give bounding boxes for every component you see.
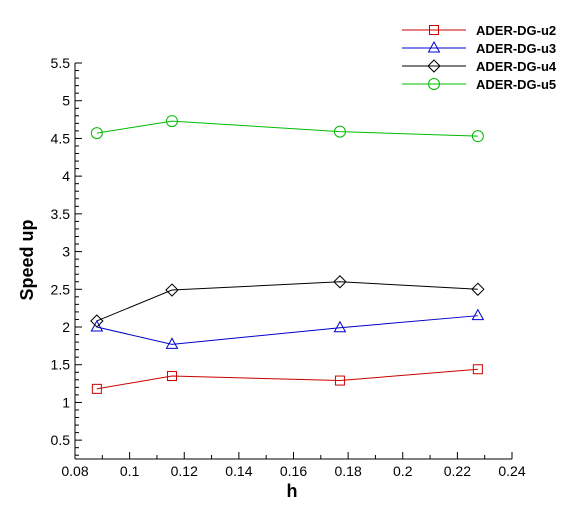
y-axis-ticks: 0.5 1 1.5 2 2.5 3 3.5 4 4.5 5 5.5: [51, 55, 82, 456]
data-point: [471, 282, 485, 296]
y-tick-label: 2.5: [51, 281, 71, 297]
legend-entry: ADER-DG-u4: [402, 59, 557, 74]
x-tick-label: 0.14: [225, 463, 252, 479]
series-line: [96, 315, 478, 345]
legend-label: ADER-DG-u2: [476, 23, 556, 38]
legend-label: ADER-DG-u3: [476, 41, 556, 56]
x-tick-label: 0.08: [61, 463, 88, 479]
series-line: [96, 120, 478, 137]
y-tick-label: 1: [62, 394, 70, 410]
series-ader-dg-u3: [90, 308, 485, 349]
data-point: [333, 125, 346, 138]
x-tick-label: 0.24: [498, 463, 525, 479]
data-point: [165, 283, 179, 297]
data-point: [333, 275, 347, 289]
series-line: [96, 281, 478, 322]
y-tick-label: 1.5: [51, 357, 71, 373]
series-ader-dg-u5: [90, 115, 484, 143]
data-point: [90, 314, 104, 328]
data-point: [165, 115, 178, 128]
y-axis-title: Speed up: [17, 219, 37, 300]
legend-entry: ADER-DG-u2: [402, 23, 556, 38]
x-axis-ticks: 0.08 0.1 0.12 0.14 0.16 0.18 0.2 0.22 0.24: [61, 452, 526, 479]
x-tick-label: 0.2: [393, 463, 413, 479]
data-point: [90, 319, 104, 332]
y-tick-label: 3.5: [51, 206, 71, 222]
series-line: [96, 368, 478, 390]
legend-marker: [427, 40, 441, 53]
x-tick-label: 0.12: [171, 463, 198, 479]
x-tick-label: 0.1: [120, 463, 140, 479]
x-tick-label: 0.18: [335, 463, 362, 479]
x-tick-label: 0.16: [280, 463, 307, 479]
plot-area: [74, 63, 512, 460]
data-point: [334, 375, 345, 386]
legend-label: ADER-DG-u4: [476, 59, 557, 74]
data-point: [165, 337, 179, 349]
data-point: [90, 127, 103, 140]
x-axis-title: h: [287, 481, 298, 501]
legend-marker: [429, 25, 439, 35]
legend-label: ADER-DG-u5: [476, 77, 556, 92]
x-tick-label: 0.22: [444, 463, 471, 479]
y-tick-label: 0.5: [51, 432, 71, 448]
data-point: [471, 308, 485, 321]
legend: ADER-DG-u2 ADER-DG-u3 ADER-DG-u4 ADER-DG-u5: [402, 23, 557, 92]
legend-marker: [427, 59, 441, 73]
y-tick-label: 2: [62, 319, 70, 335]
legend-entry: ADER-DG-u3: [402, 40, 556, 56]
data-point: [166, 371, 177, 382]
data-point: [333, 320, 347, 333]
y-tick-label: 5.5: [51, 55, 71, 71]
legend-marker: [428, 78, 440, 90]
y-tick-label: 4.5: [51, 130, 71, 146]
legend-entry: ADER-DG-u5: [402, 77, 556, 92]
series-ader-dg-u4: [90, 275, 485, 328]
data-point: [91, 383, 102, 394]
y-tick-label: 5: [62, 93, 70, 109]
series-layer: [90, 115, 485, 394]
y-tick-label: 3: [62, 244, 70, 260]
series-ader-dg-u2: [91, 364, 483, 394]
y-tick-label: 4: [62, 168, 70, 184]
data-point: [471, 130, 484, 143]
data-point: [472, 364, 483, 375]
